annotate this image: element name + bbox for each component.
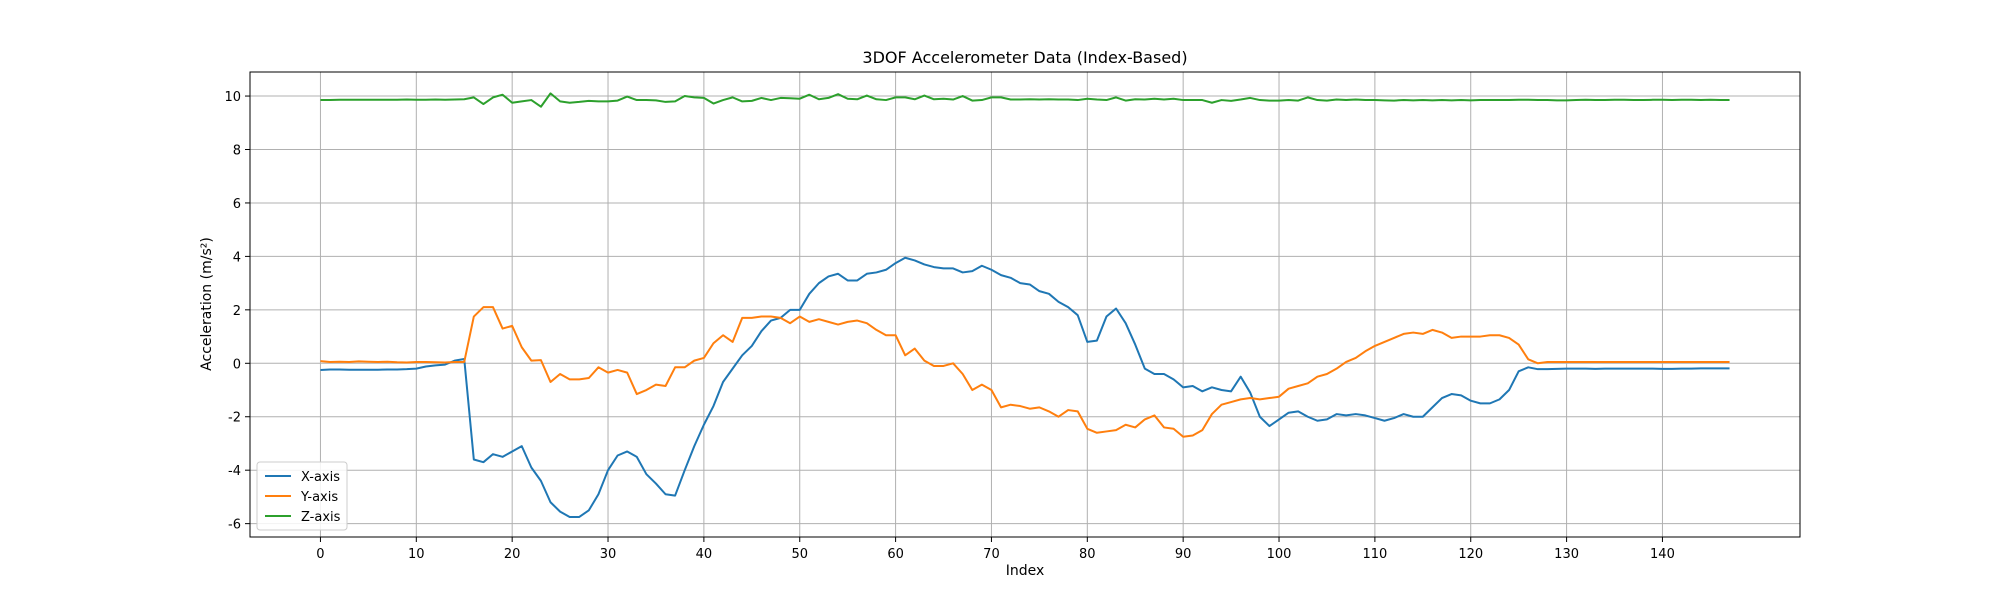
- y-tick-label: 8: [233, 144, 241, 159]
- y-axis-series-line: [320, 306, 1730, 438]
- x-tick-label: 10: [408, 547, 425, 562]
- x-axis-legend-label: X-axis: [301, 470, 340, 485]
- x-tick-label: 80: [1079, 547, 1096, 562]
- x-axis-label: Index: [1006, 563, 1045, 579]
- y-tick-label: 2: [233, 304, 241, 319]
- x-tick-label: 20: [504, 547, 521, 562]
- z-axis-legend-label: Z-axis: [301, 510, 341, 525]
- x-tick-label: 120: [1458, 547, 1483, 562]
- y-tick-label: 10: [224, 90, 241, 105]
- x-tick-label: 90: [1175, 547, 1192, 562]
- x-axis-series-line: [320, 256, 1730, 518]
- x-tick-label: 70: [983, 547, 1000, 562]
- x-tick-label: 30: [600, 547, 617, 562]
- x-tick-label: 100: [1267, 547, 1292, 562]
- y-tick-label: 0: [233, 357, 241, 372]
- y-tick-label: 4: [233, 250, 241, 265]
- y-tick-label: -4: [228, 464, 241, 479]
- y-tick-label: -6: [228, 518, 241, 533]
- x-tick-label: 50: [791, 547, 808, 562]
- y-axis-legend-label: Y-axis: [300, 490, 338, 505]
- x-tick-label: 140: [1650, 547, 1675, 562]
- z-axis-series-line: [320, 92, 1730, 108]
- x-tick-label: 0: [316, 547, 324, 562]
- series-lines: [320, 92, 1730, 518]
- y-axis-ticks: -6 -4 -2 0 2 4 6 8 10: [224, 90, 250, 533]
- y-tick-label: 6: [233, 197, 241, 212]
- x-tick-label: 40: [696, 547, 713, 562]
- chart-title: 3DOF Accelerometer Data (Index-Based): [862, 48, 1187, 67]
- x-axis-ticks: 0 10 20 30 40 50 60 70 80 90 100 110 120 130 140: [316, 537, 1675, 562]
- x-tick-label: 110: [1362, 547, 1387, 562]
- y-axis-label: Acceleration (m/s²): [199, 237, 215, 371]
- y-tick-label: -2: [228, 411, 241, 426]
- legend: X-axis Y-axis Z-axis: [256, 461, 348, 531]
- x-tick-label: 60: [887, 547, 904, 562]
- x-tick-label: 130: [1554, 547, 1579, 562]
- plot-frame: [249, 71, 1801, 538]
- legend-box: [256, 461, 348, 531]
